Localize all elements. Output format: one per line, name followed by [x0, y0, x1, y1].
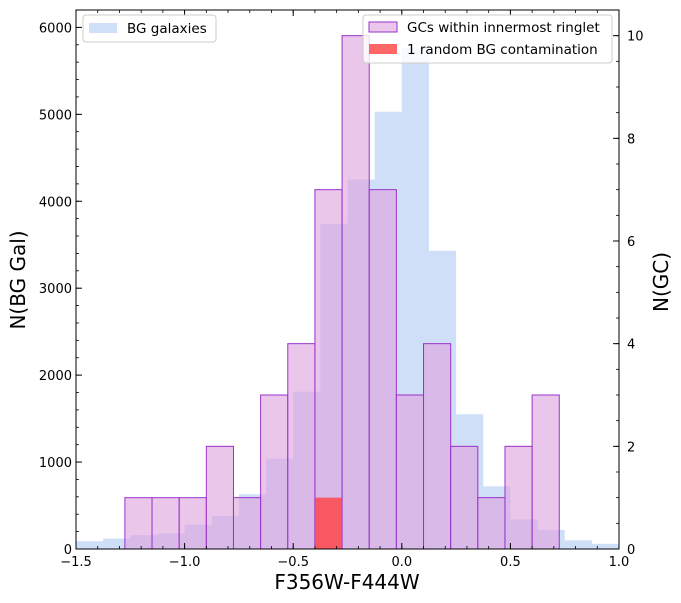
y-left-tick-label: 3000 — [39, 282, 72, 297]
gc-bar-0 — [124, 497, 153, 550]
bg-galaxies-bar-19 — [564, 540, 592, 549]
contamination-series — [314, 497, 343, 549]
x-tick-label: 0.5 — [500, 555, 521, 570]
legend-swatch-contamination — [369, 44, 397, 54]
legend-swatch-gcs — [368, 21, 398, 33]
y-left-tick-label: 4000 — [39, 195, 72, 210]
gc-bar-7 — [314, 189, 343, 550]
gc-bar-1 — [151, 497, 180, 550]
contamination-bar-0 — [314, 497, 343, 549]
y-axis-right-label: N(GC) — [649, 252, 673, 312]
x-tick-label: 1.0 — [609, 555, 630, 570]
gc-bar-3 — [205, 445, 234, 550]
gc-bar-15 — [531, 394, 560, 550]
y-right-tick-label: 8 — [627, 132, 635, 147]
legend-label-contamination: 1 random BG contamination — [407, 42, 598, 58]
legend-label-gcs: GCs within innermost ringlet — [407, 20, 600, 36]
x-axis-label: F356W-F444W — [274, 570, 420, 594]
y-right-tick-label: 4 — [627, 338, 635, 353]
gc-bar-13 — [477, 497, 506, 550]
bg-galaxies-bar-2 — [103, 538, 131, 549]
y-axis-left: 0 1000 2000 3000 4000 5000 6000 — [39, 9, 82, 558]
plot-frame — [75, 9, 620, 550]
legend-left: BG galaxies — [82, 14, 217, 43]
gc-bar-11 — [423, 343, 452, 550]
y-axis-right: 0 2 4 6 8 10 — [613, 9, 644, 558]
y-left-tick-label: 6000 — [39, 21, 72, 36]
x-tick-label: −1.5 — [60, 555, 92, 570]
x-tick-label: 0.0 — [391, 555, 412, 570]
y-axis-left-label: N(BG Gal) — [6, 230, 30, 329]
y-left-tick-label: 0 — [64, 543, 72, 558]
y-right-tick-label: 0 — [627, 543, 635, 558]
gc-bar-2 — [178, 497, 207, 550]
gc-bar-6 — [287, 343, 316, 550]
y-right-tick-label: 10 — [627, 30, 644, 45]
y-right-tick-label: 2 — [627, 440, 635, 455]
legend-left-frame — [82, 14, 217, 43]
gc-bar-14 — [504, 445, 533, 550]
legend-label-bg-galaxies: BG galaxies — [127, 21, 207, 37]
bg-galaxies-bar-1 — [76, 541, 104, 549]
gc-series — [124, 35, 560, 550]
gc-bar-5 — [260, 394, 289, 550]
y-left-tick-label: 1000 — [39, 456, 72, 471]
gc-bar-4 — [232, 497, 262, 550]
x-tick-label: −0.5 — [277, 555, 309, 570]
x-axis: −1.5 −1.0 −0.5 0.0 0.5 1.0 — [60, 10, 629, 570]
y-right-tick-label: 6 — [627, 235, 635, 250]
y-left-tick-label: 2000 — [39, 369, 72, 384]
gc-bar-12 — [450, 445, 479, 550]
y-left-tick-label: 5000 — [39, 108, 72, 123]
legend-swatch-bg-galaxies — [89, 23, 117, 33]
gc-bar-9 — [368, 189, 397, 550]
x-tick-label: −1.0 — [169, 555, 201, 570]
gc-bar-10 — [395, 394, 425, 550]
legend-right-frame — [362, 14, 613, 64]
bg-galaxies-bar-20 — [591, 543, 619, 549]
legend-right: GCs within innermost ringlet 1 random BG… — [362, 14, 613, 64]
gc-bar-8 — [341, 35, 370, 550]
